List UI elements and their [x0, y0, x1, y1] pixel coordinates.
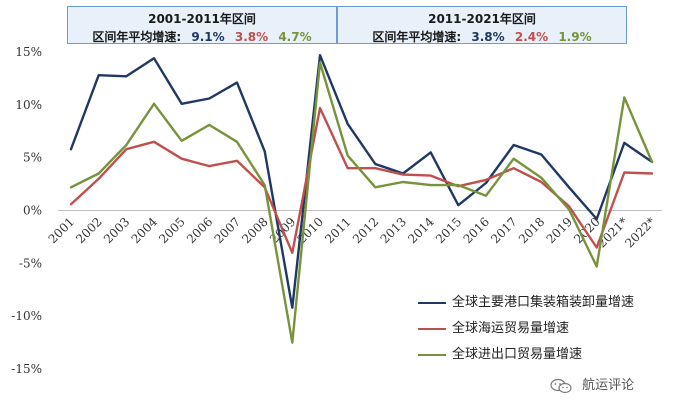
legend-label: 全球进出口贸易量增速	[452, 347, 583, 362]
x-tick-label: 2007	[212, 215, 243, 246]
legend-label: 全球主要港口集装箱装卸量增速	[452, 295, 635, 310]
legend-item-port: 全球主要港口集装箱装卸量增速	[418, 290, 648, 316]
period-stats: 区间年平均增速: 9.1% 3.8% 4.7%	[68, 28, 336, 45]
x-tick-label: 2002	[73, 215, 104, 246]
x-tick-label: 2013	[378, 215, 409, 246]
sea-trade-growth-value: 3.8%	[234, 30, 269, 44]
x-tick-label: 2015	[433, 215, 464, 246]
period-box-2001-2011: 2001-2011年区间 区间年平均增速: 9.1% 3.8% 4.7%	[67, 6, 337, 44]
y-tick-label: -5%	[19, 256, 42, 270]
x-tick-label: 2017	[488, 215, 519, 246]
x-tick-label: 2022*	[622, 215, 658, 251]
x-tick-label: 2008	[239, 215, 270, 246]
period-label: 区间年平均增速:	[372, 30, 462, 44]
legend-label: 全球海运贸易量增速	[452, 321, 570, 336]
x-tick-label: 2014	[405, 214, 437, 246]
legend-item-import-export: 全球进出口贸易量增速	[418, 342, 648, 368]
y-tick-label: 5%	[23, 151, 42, 165]
wechat-icon	[550, 378, 572, 393]
x-tick-label: 2012	[350, 215, 381, 246]
import-export-growth-value: 4.7%	[278, 30, 312, 44]
period-label: 区间年平均增速:	[92, 30, 182, 44]
legend-item-sea-trade: 全球海运贸易量增速	[418, 316, 648, 342]
x-tick-label: 2006	[184, 215, 215, 246]
port-growth-value: 3.8%	[471, 30, 505, 44]
legend-swatch	[418, 302, 446, 304]
x-tick-label: 2011	[322, 215, 353, 246]
port-growth-value: 9.1%	[191, 30, 225, 44]
x-tick-label: 2003	[101, 215, 132, 246]
y-tick-label: 0%	[23, 204, 42, 218]
legend: 全球主要港口集装箱装卸量增速 全球海运贸易量增速 全球进出口贸易量增速	[418, 290, 648, 368]
series-line-1	[69, 54, 654, 309]
x-tick-label: 2018	[516, 215, 547, 246]
period-stats: 区间年平均增速: 3.8% 2.4% 1.9%	[338, 28, 626, 45]
watermark: 航运评论	[550, 374, 634, 394]
x-tick-label: 2016	[461, 215, 492, 246]
period-box-2011-2021: 2011-2021年区间 区间年平均增速: 3.8% 2.4% 1.9%	[337, 6, 627, 44]
period-title: 2011-2021年区间	[428, 12, 536, 26]
y-tick-label: 10%	[15, 98, 42, 112]
x-tick-label: 2004	[129, 214, 161, 246]
import-export-growth-value: 1.9%	[558, 30, 592, 44]
y-tick-label: 15%	[15, 45, 42, 59]
legend-swatch	[418, 354, 446, 356]
legend-swatch	[418, 328, 446, 330]
series-line-3	[69, 61, 654, 344]
x-tick-label: 2005	[156, 215, 187, 246]
sea-trade-growth-value: 2.4%	[514, 30, 549, 44]
watermark-text: 航运评论	[582, 378, 635, 393]
y-tick-label: -10%	[11, 309, 42, 323]
x-tick-label: 2001	[46, 215, 77, 246]
period-title: 2001-2011年区间	[148, 12, 256, 26]
x-tick-label: 2019	[544, 215, 575, 246]
y-tick-label: -15%	[11, 362, 42, 376]
